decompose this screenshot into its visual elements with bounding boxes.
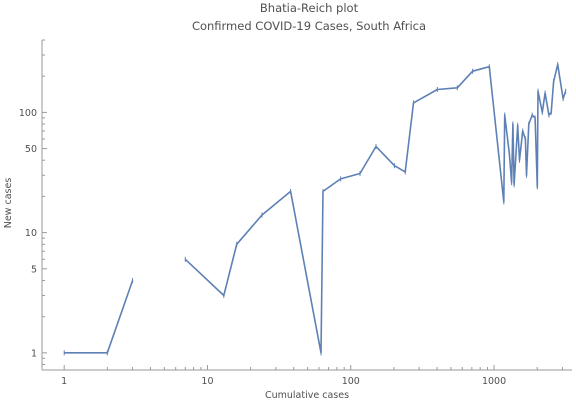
x-axis-label: Cumulative cases [265,390,349,401]
y-axis-label: New cases [3,178,14,229]
y-axis-ticks: 1 5 10 50 100 [19,39,47,365]
y-tick-label: 10 [25,228,37,239]
series-line-segment-1 [64,280,134,354]
x-tick-label: 1 [61,376,67,387]
chart-subtitle: Confirmed COVID-19 Cases, South Africa [192,19,426,33]
x-axis-ticks: 1 10 100 1000 [61,365,563,387]
x-tick-label: 10 [201,376,213,387]
chart-title: Bhatia-Reich plot [260,1,359,15]
series-line-segment-2 [184,63,567,354]
x-tick-label: 1000 [482,376,506,387]
y-tick-label: 1 [31,348,37,359]
x-tick-label: 100 [342,376,360,387]
plot-area [63,62,567,356]
y-tick-label: 50 [25,144,37,155]
y-tick-label: 100 [19,108,37,119]
y-tick-label: 5 [31,264,37,275]
